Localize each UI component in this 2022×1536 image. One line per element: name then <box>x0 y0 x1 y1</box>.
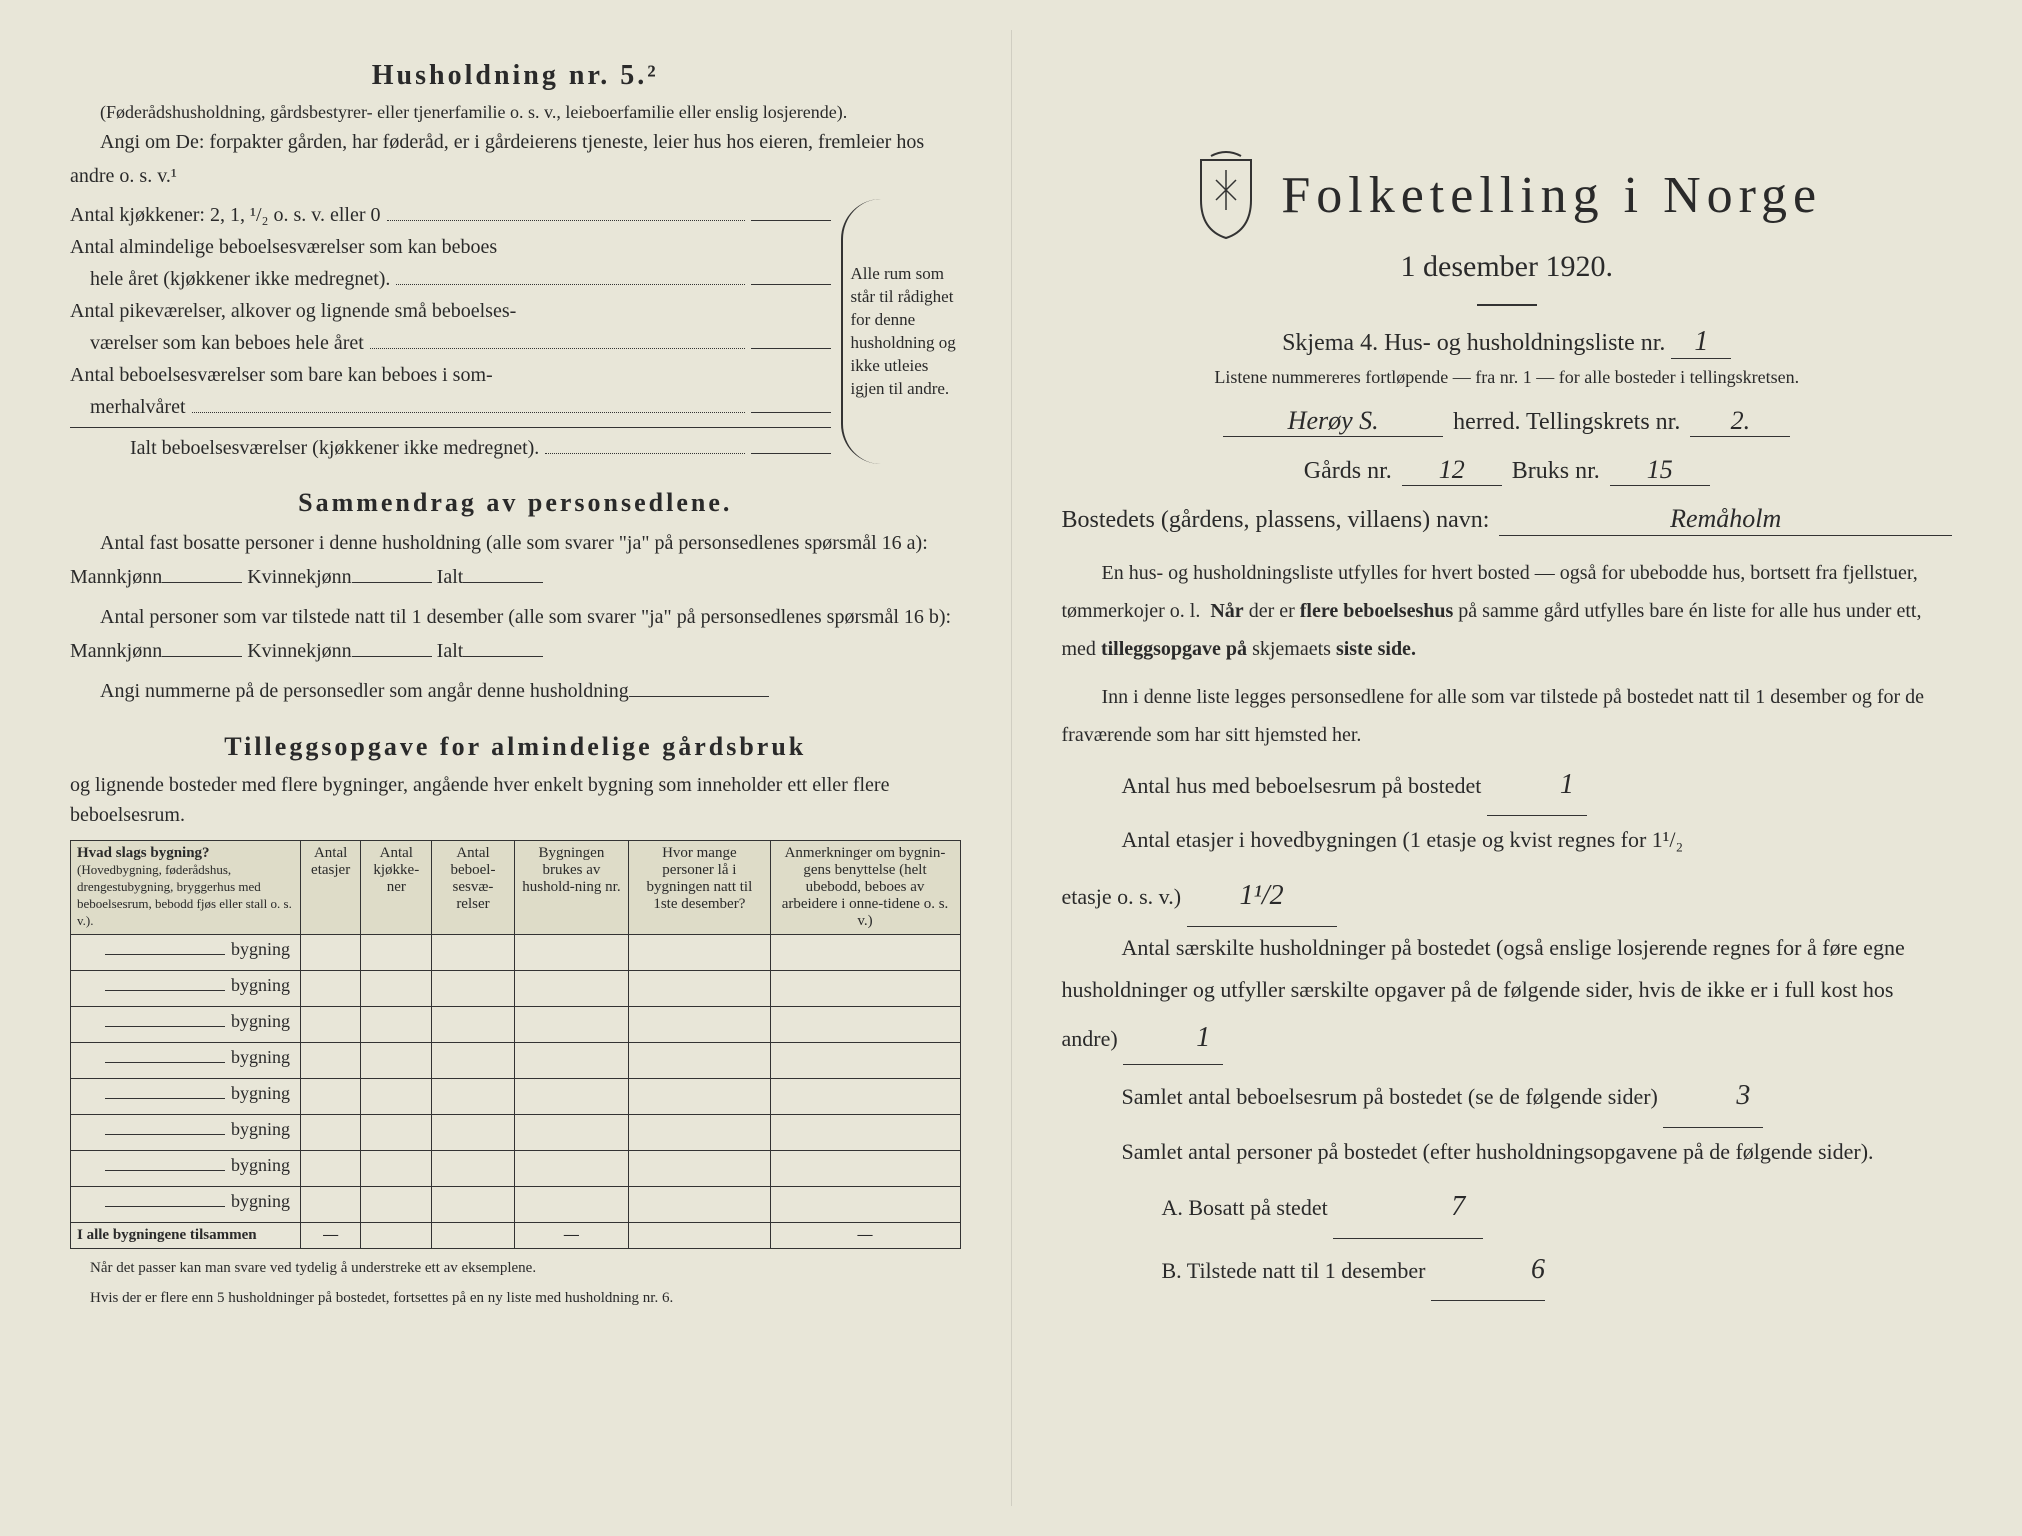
table-row: bygning <box>71 1151 961 1187</box>
sammendrag-title: Sammendrag av personsedlene. <box>70 488 961 518</box>
room-counts-block: Antal kjøkkener: 2, 1, ¹/₂ o. s. v. elle… <box>70 199 961 464</box>
tilstede: Antal personer som var tilstede natt til… <box>70 600 961 668</box>
bosted-line: Bostedets (gårdens, plassens, villaens) … <box>1062 504 1953 535</box>
alm-label2: hele året (kjøkkener ikke medregnet). <box>70 263 390 295</box>
husholdning-sub: (Føderådshusholdning, gårdsbestyrer- ell… <box>70 100 961 125</box>
qA: A. Bosatt på stedet 7 <box>1062 1176 1953 1239</box>
th7: Anmerkninger om bygnin-gens benyttelse (… <box>770 841 960 935</box>
main-title: Folketelling i Norge <box>1281 166 1822 225</box>
pike-label2: værelser som kan beboes hele året <box>70 327 364 359</box>
th1: Hvad slags bygning? (Hovedbygning, føder… <box>71 841 301 935</box>
left-page: Husholdning nr. 5.² (Føderådshusholdning… <box>20 30 1012 1506</box>
footnote1: Når det passer kan man svare ved tydelig… <box>70 1259 961 1279</box>
para1: En hus- og husholdningsliste utfylles fo… <box>1062 554 1953 668</box>
table-row: bygning <box>71 1115 961 1151</box>
divider <box>1477 304 1537 306</box>
skjema-line: Skjema 4. Hus- og husholdningsliste nr. … <box>1062 326 1953 359</box>
qB: B. Tilstede natt til 1 desember 6 <box>1062 1239 1953 1302</box>
buildings-table: Hvad slags bygning? (Hovedbygning, føder… <box>70 840 961 1249</box>
ialt-label: Ialt beboelsesværelser (kjøkkener ikke m… <box>70 432 539 464</box>
fast-bosatte: Antal fast bosatte personer i denne hush… <box>70 526 961 594</box>
table-row: bygning <box>71 1187 961 1223</box>
tillegg-title: Tilleggsopgave for almindelige gårdsbruk <box>70 732 961 762</box>
brace-note: Alle rum som står til rådighet for denne… <box>841 199 961 464</box>
right-page: Folketelling i Norge 1 desember 1920. Sk… <box>1012 30 2003 1506</box>
listene-line: Listene nummereres fortløpende — fra nr.… <box>1062 367 1953 388</box>
th6: Hvor mange personer lå i bygningen natt … <box>629 841 770 935</box>
th3: Antal kjøkke-ner <box>361 841 432 935</box>
table-row: bygning <box>71 971 961 1007</box>
q2b: etasje o. s. v.) 1¹/2 <box>1062 865 1953 928</box>
herred-line: Herøy S. herred. Tellingskrets nr. 2. <box>1062 406 1953 437</box>
table-row: bygning <box>71 1079 961 1115</box>
crest-icon <box>1191 150 1261 240</box>
q1: Antal hus med beboelsesrum på bostedet 1 <box>1062 754 1953 817</box>
q3: Antal særskilte husholdninger på bostede… <box>1062 927 1953 1065</box>
sommer-label1: Antal beboelsesværelser som bare kan beb… <box>70 359 493 391</box>
q4: Samlet antal beboelsesrum på bostedet (s… <box>1062 1065 1953 1128</box>
table-row: bygning <box>71 935 961 971</box>
table-row: bygning <box>71 1007 961 1043</box>
angi-om: Angi om De: forpakter gården, har føderå… <box>70 125 961 193</box>
th4: Antal beboel-sesvæ-relser <box>432 841 514 935</box>
sum-label: I alle bygningene tilsammen <box>71 1223 301 1249</box>
th2: Antal etasjer <box>301 841 361 935</box>
table-row: bygning <box>71 1043 961 1079</box>
gards-line: Gårds nr. 12 Bruks nr. 15 <box>1062 455 1953 486</box>
alm-label1: Antal almindelige beboelsesværelser som … <box>70 231 497 263</box>
q5: Samlet antal personer på bostedet (efter… <box>1062 1128 1953 1176</box>
pike-label1: Antal pikeværelser, alkover og lignende … <box>70 295 516 327</box>
angi-num: Angi nummerne på de personsedler som ang… <box>70 674 961 708</box>
subtitle: 1 desember 1920. <box>1062 250 1953 284</box>
tillegg-sub: og lignende bosteder med flere bygninger… <box>70 770 961 830</box>
q2: Antal etasjer i hovedbygningen (1 etasje… <box>1062 816 1953 864</box>
husholdning-title: Husholdning nr. 5.² <box>70 60 961 92</box>
para2: Inn i denne liste legges personsedlene f… <box>1062 678 1953 754</box>
kjokken-label: Antal kjøkkener: 2, 1, ¹/₂ o. s. v. elle… <box>70 199 381 231</box>
th5: Bygningen brukes av hushold-ning nr. <box>514 841 629 935</box>
sommer-label2: merhalvåret <box>70 391 186 423</box>
footnote2: Hvis der er flere enn 5 husholdninger på… <box>70 1289 961 1309</box>
